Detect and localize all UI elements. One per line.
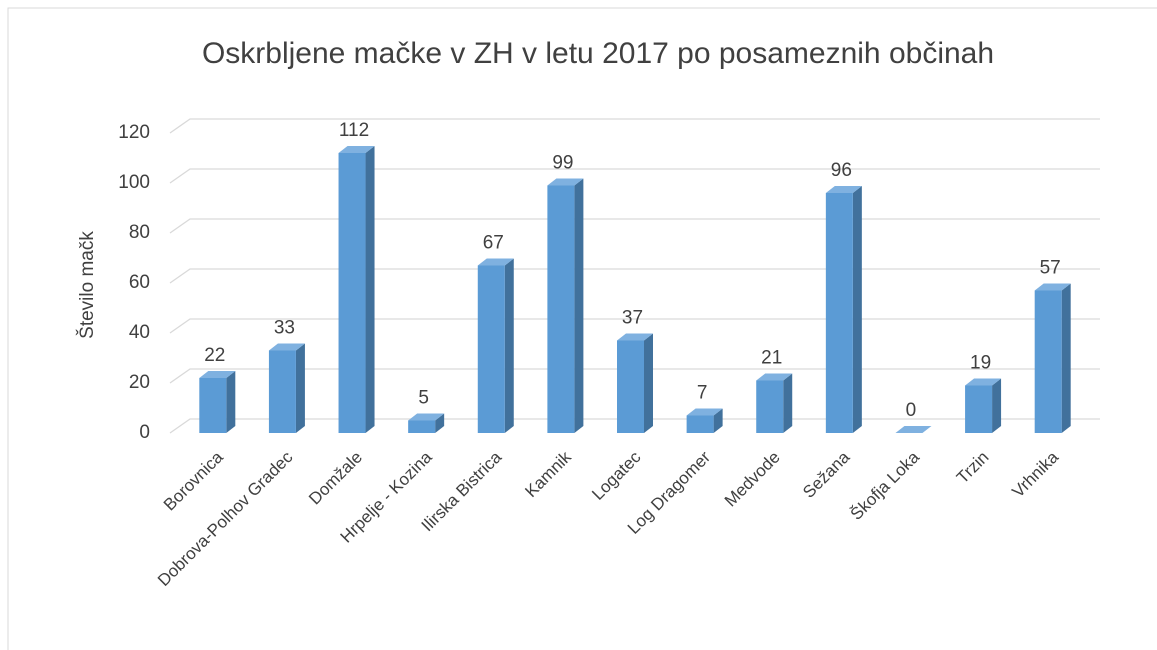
bar-top bbox=[617, 333, 653, 341]
bar-side bbox=[852, 186, 862, 433]
bar bbox=[1034, 290, 1062, 433]
y-tick-label: 20 bbox=[129, 372, 150, 393]
data-label: 22 bbox=[204, 345, 225, 366]
grid-line bbox=[169, 168, 1100, 184]
y-tick-label: 0 bbox=[139, 422, 150, 443]
bar bbox=[268, 350, 296, 433]
data-label: 7 bbox=[697, 383, 708, 404]
y-tick-label: 60 bbox=[129, 272, 150, 293]
bar-side bbox=[992, 378, 1002, 433]
bar bbox=[756, 380, 784, 433]
bar-top bbox=[338, 146, 375, 153]
y-tick-label: 40 bbox=[129, 322, 150, 343]
bar-top bbox=[199, 371, 236, 378]
y-axis-label: Število mačk bbox=[76, 231, 98, 339]
bar bbox=[199, 378, 227, 433]
data-label: 37 bbox=[622, 308, 643, 329]
bar-side bbox=[1061, 283, 1071, 433]
bar bbox=[477, 265, 505, 433]
bar-top bbox=[965, 378, 1002, 386]
bar-side bbox=[226, 371, 236, 433]
data-label: 33 bbox=[274, 318, 295, 339]
bar-side bbox=[504, 258, 514, 433]
data-label: 96 bbox=[831, 160, 852, 181]
data-label: 0 bbox=[906, 400, 917, 421]
bar-side bbox=[783, 373, 793, 433]
data-label: 19 bbox=[970, 353, 991, 374]
y-tick-label: 80 bbox=[129, 222, 150, 243]
bar-top bbox=[686, 408, 723, 416]
bar-top bbox=[268, 343, 305, 351]
bar-side bbox=[435, 413, 445, 433]
bar bbox=[686, 415, 714, 433]
grid-line bbox=[169, 268, 1100, 284]
data-label: 5 bbox=[418, 388, 429, 409]
y-tick-label: 100 bbox=[118, 172, 150, 193]
grid-line bbox=[169, 218, 1100, 234]
bar-top bbox=[756, 373, 793, 381]
grid-line bbox=[169, 118, 1100, 134]
bar bbox=[825, 193, 853, 433]
data-label: 112 bbox=[339, 120, 369, 141]
bar bbox=[547, 185, 575, 433]
grid-line bbox=[169, 318, 1100, 334]
bar bbox=[338, 153, 366, 433]
bar-top bbox=[895, 426, 932, 433]
data-label: 21 bbox=[761, 348, 782, 369]
data-label: 57 bbox=[1040, 258, 1061, 279]
bar bbox=[408, 420, 436, 433]
chart-title: Oskrbljene mačke v ZH v letu 2017 po pos… bbox=[202, 37, 994, 70]
bar-side bbox=[365, 146, 375, 433]
bar bbox=[965, 385, 993, 433]
bar-top bbox=[1034, 283, 1071, 291]
bar-side bbox=[574, 178, 584, 433]
y-tick-label: 120 bbox=[118, 122, 150, 143]
bar-side bbox=[644, 333, 653, 433]
bar-side bbox=[295, 343, 305, 433]
bar bbox=[617, 340, 644, 433]
bar-top bbox=[547, 178, 584, 186]
grid-line bbox=[169, 418, 1100, 434]
bar-top bbox=[408, 413, 445, 421]
grid-line bbox=[169, 368, 1100, 384]
data-label: 99 bbox=[552, 153, 573, 174]
data-label: 67 bbox=[483, 233, 504, 254]
bar-top bbox=[825, 186, 862, 193]
bar-top bbox=[477, 258, 514, 266]
bar-side bbox=[713, 408, 723, 433]
